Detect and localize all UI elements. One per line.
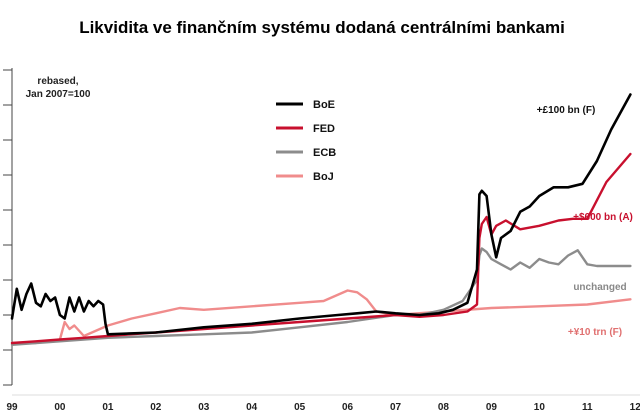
chart-legend: BoE FED ECB BoJ — [276, 99, 336, 183]
x-tick-label: 00 — [54, 402, 66, 413]
legend-label-boe: BoE — [313, 99, 335, 111]
annotation-boe: +£100 bn (F) — [537, 105, 596, 116]
series-line-boe — [10, 93, 632, 336]
rebase-note-line-1: rebased, — [37, 76, 78, 87]
x-tick-label: 12 — [630, 402, 640, 413]
series-line-ecb — [10, 247, 632, 346]
x-tick-label: 07 — [390, 402, 402, 413]
annotation-ecb: unchanged — [573, 282, 626, 293]
x-axis-tick-labels: 99 00 01 02 03 04 05 06 07 08 09 10 11 12 — [6, 402, 640, 413]
x-tick-label: 04 — [246, 402, 258, 413]
annotation-fed: +$600 bn (A) — [573, 212, 633, 223]
x-tick-label: 01 — [102, 402, 114, 413]
x-tick-label: 10 — [534, 402, 546, 413]
x-tick-label: 05 — [294, 402, 306, 413]
x-tick-label: 08 — [438, 402, 450, 413]
legend-label-ecb: ECB — [313, 147, 336, 159]
x-tick-label: 11 — [582, 402, 593, 413]
y-axis — [3, 68, 640, 396]
x-tick-label: 03 — [198, 402, 210, 413]
chart-title: Likvidita ve finančním systému dodaná ce… — [79, 18, 565, 37]
x-tick-label: 09 — [486, 402, 498, 413]
legend-label-boj: BoJ — [313, 171, 334, 183]
annotation-boj: +¥10 trn (F) — [568, 327, 622, 338]
series-annotations: +£100 bn (F) +$600 bn (A) unchanged +¥10 tr… — [537, 105, 633, 338]
x-tick-label: 02 — [150, 402, 162, 413]
legend-label-fed: FED — [313, 123, 335, 135]
x-tick-label: 06 — [342, 402, 354, 413]
x-tick-label: 99 — [6, 402, 18, 413]
rebase-note-line-2: Jan 2007=100 — [26, 89, 91, 100]
series-lines — [10, 93, 632, 346]
